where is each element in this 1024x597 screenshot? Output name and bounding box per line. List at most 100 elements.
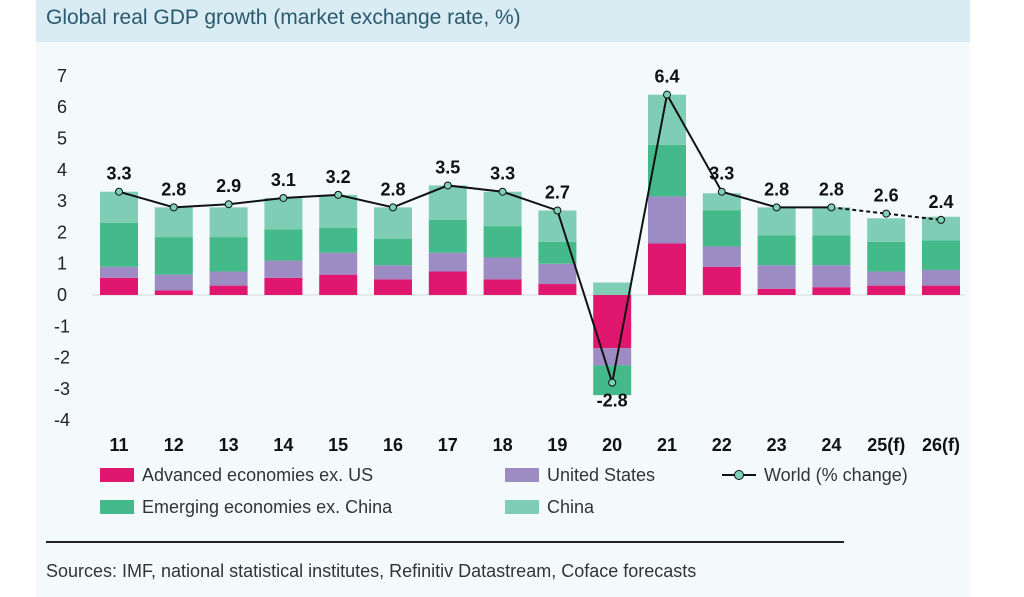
bar-china [867, 218, 906, 242]
bar-emerging [538, 241, 577, 264]
bar-us [648, 196, 686, 244]
world-marker [553, 206, 562, 215]
legend-swatch-china [505, 500, 539, 514]
legend-swatch-emerging [100, 500, 134, 514]
x-tick-label: 18 [493, 435, 513, 455]
bar-us [374, 265, 412, 280]
bar-emerging [867, 241, 906, 272]
bar-us [154, 274, 193, 291]
y-tick-label: 7 [57, 66, 67, 86]
bar-china [922, 216, 960, 241]
legend-china: China [505, 496, 594, 518]
bar-advanced [538, 284, 577, 295]
bar-china [154, 207, 193, 238]
world-marker [443, 181, 452, 190]
world-marker [608, 378, 617, 387]
source-divider [46, 541, 844, 543]
y-tick-label: -1 [54, 316, 70, 336]
world-marker [827, 203, 836, 212]
bar-us [538, 263, 577, 285]
bar-emerging [922, 240, 960, 270]
bar-china [538, 210, 577, 242]
bar-china [374, 207, 412, 239]
chart-title: Global real GDP growth (market exchange … [46, 6, 521, 29]
world-data-label: 2.8 [161, 179, 186, 199]
x-tick-label: 20 [602, 435, 622, 455]
bar-china [648, 94, 686, 145]
y-tick-label: -2 [54, 348, 70, 368]
source-note: Sources: IMF, national statistical insti… [46, 561, 697, 581]
world-data-label: 3.3 [106, 164, 131, 184]
bar-advanced [154, 290, 193, 295]
bar-china [702, 193, 741, 211]
bar-china [209, 207, 248, 238]
world-line-forecast [831, 206, 942, 221]
y-tick-label: 0 [57, 285, 67, 305]
legend-swatch-us [505, 468, 539, 482]
x-tick-label: 23 [767, 435, 787, 455]
legend-advanced: Advanced economies ex. US [100, 464, 373, 486]
chart-panel [36, 0, 970, 597]
world-marker [937, 215, 945, 224]
bar-emerging [209, 237, 248, 272]
world-data-label: 2.8 [380, 179, 405, 199]
legend-swatch-advanced [100, 468, 134, 482]
x-tick-label: 14 [273, 435, 293, 455]
bar-advanced [483, 279, 522, 295]
bar-advanced [922, 285, 960, 295]
legend-swatch-world [722, 468, 756, 482]
x-tick-label: 11 [109, 435, 128, 455]
bar-advanced [209, 285, 248, 295]
legend-world: World (% change) [722, 464, 908, 486]
bar-china [812, 207, 851, 236]
x-tick-label: 21 [657, 435, 677, 455]
bar-emerging [757, 235, 796, 266]
x-tick-label: 13 [219, 435, 239, 455]
y-tick-label: 6 [57, 97, 67, 117]
bar-us [593, 348, 632, 366]
world-data-label: 2.4 [928, 192, 953, 212]
bar-advanced [593, 295, 632, 349]
legend-label-us: United States [547, 464, 656, 485]
bar-us [209, 271, 248, 286]
y-tick-label: 4 [57, 160, 67, 180]
world-marker [663, 90, 671, 99]
bar-emerging [648, 144, 686, 197]
world-marker [115, 187, 123, 196]
world-data-label: 2.6 [874, 186, 899, 206]
bar-advanced [702, 266, 741, 295]
world-data-label: 3.1 [271, 170, 296, 190]
y-tick-label: 3 [57, 191, 67, 211]
bar-us [264, 260, 303, 278]
bar-china [100, 191, 138, 224]
world-data-label: 2.9 [216, 176, 241, 196]
legend-label-world: World (% change) [764, 464, 908, 485]
x-tick-label: 22 [712, 435, 732, 455]
bar-emerging [428, 219, 467, 253]
title-bar [36, 0, 970, 42]
world-data-label: 3.3 [709, 164, 734, 184]
bar-emerging [154, 237, 193, 275]
bar-china [757, 207, 796, 236]
x-tick-label: 16 [383, 435, 403, 455]
bar-advanced [867, 285, 906, 295]
world-marker [498, 187, 507, 196]
world-data-label: 2.7 [545, 182, 570, 202]
bar-emerging [812, 235, 851, 266]
x-tick-label: 15 [328, 435, 348, 455]
x-tick-label: 19 [547, 435, 567, 455]
bar-china [264, 197, 303, 230]
bar-us [428, 252, 467, 272]
bar-us [812, 265, 851, 288]
x-tick-label: 26(f) [922, 435, 960, 455]
world-marker [717, 187, 726, 196]
world-marker [772, 203, 781, 212]
world-data-label: 2.8 [764, 179, 789, 199]
world-marker [169, 203, 178, 212]
bar-advanced [264, 277, 303, 295]
world-marker [224, 200, 233, 209]
bar-advanced [428, 271, 467, 295]
bar-emerging [319, 227, 358, 253]
world-data-label: 3.3 [490, 164, 515, 184]
legend-label-advanced: Advanced economies ex. US [142, 464, 374, 485]
